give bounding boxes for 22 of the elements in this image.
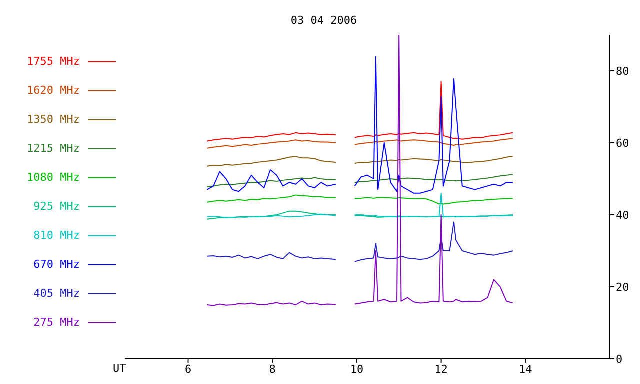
y-tick-label: 20 <box>616 280 630 294</box>
legend-label: 925 MHz <box>32 200 80 213</box>
legend-label: 670 MHz <box>32 258 80 271</box>
y-tick-label: 60 <box>616 136 630 150</box>
y-tick-label: 40 <box>616 208 630 222</box>
legend-label: 1755 MHz <box>26 55 80 68</box>
x-tick-label: 10 <box>350 362 364 376</box>
y-tick-label: 0 <box>616 352 623 366</box>
legend-label: 1350 MHz <box>26 113 80 126</box>
y-tick-label: 80 <box>616 64 630 78</box>
legend-label: 810 MHz <box>32 229 80 242</box>
x-tick-label: 12 <box>434 362 448 376</box>
legend-label: 1080 MHz <box>26 171 80 184</box>
legend-label: 405 MHz <box>32 287 80 300</box>
x-axis-title: UT <box>113 362 126 375</box>
legend-label: 1620 MHz <box>26 84 80 97</box>
chart-title: 03 04 2006 <box>290 14 358 27</box>
legend-label: 1215 MHz <box>26 142 80 155</box>
x-tick-label: 14 <box>519 362 533 376</box>
legend-label: 275 MHz <box>32 316 80 329</box>
x-tick-label: 6 <box>184 362 192 376</box>
x-tick-label: 8 <box>269 362 276 376</box>
